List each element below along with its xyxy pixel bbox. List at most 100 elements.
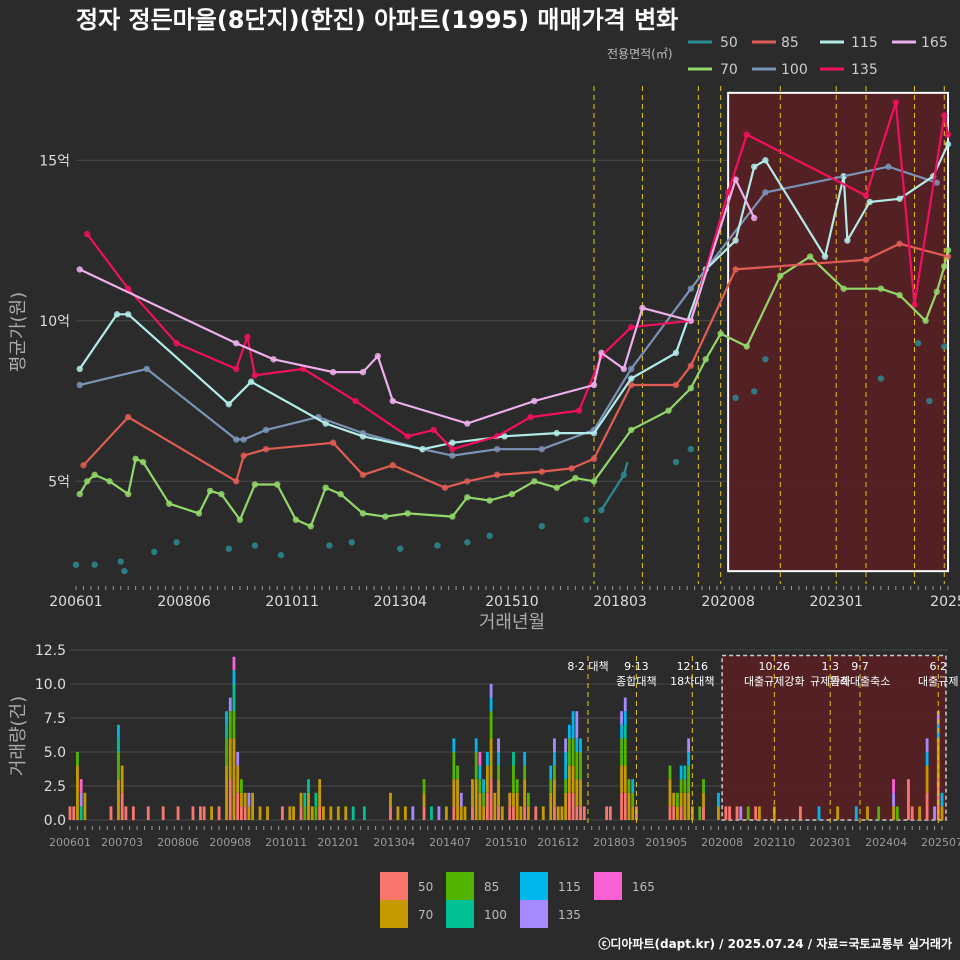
price-line-70: [78, 249, 950, 528]
volume-bar-115: [474, 738, 478, 752]
legend-box-label-100: 100: [484, 908, 507, 922]
volume-bar-70: [892, 806, 895, 820]
volume-bar-70: [236, 765, 240, 793]
price-point-50: [251, 542, 259, 549]
volume-bar-70: [489, 738, 493, 780]
volume-bar-135: [739, 806, 743, 820]
volume-bar-70: [329, 806, 333, 820]
price-panel: 5억 10억 15억 200601 200806 201011 201304 201510 20…: [39, 86, 960, 610]
volume-bar-85: [456, 765, 459, 780]
volume-bar-115: [567, 724, 571, 739]
volume-y-tick-label: 2.5: [44, 779, 66, 795]
volume-bar-70: [117, 779, 120, 820]
volume-x-tick-label: 201011: [265, 836, 307, 849]
volume-bar-70: [541, 806, 545, 820]
volume-bar-135: [489, 684, 493, 698]
price-point-50: [326, 542, 333, 549]
volume-bar-115: [225, 711, 228, 725]
volume-x-tick-label: 201407: [429, 836, 471, 849]
volume-bar-100: [307, 779, 310, 793]
volume-bar-70: [672, 792, 676, 807]
legend-label-115: 115: [851, 35, 878, 51]
volume-bar-85: [76, 752, 79, 766]
volume-y-axis-title: 거래량(건): [8, 696, 29, 776]
volume-bar-50: [508, 806, 512, 820]
price-point-50: [751, 388, 758, 395]
volume-bar-135: [892, 792, 895, 807]
volume-bar-50: [579, 806, 582, 820]
volume-bar-70: [471, 779, 474, 807]
price-y-axis-title: 평균가(원): [8, 292, 29, 372]
price-y-tick-label: 5억: [48, 474, 70, 490]
volume-bar-165: [478, 752, 482, 766]
volume-bar-70: [836, 806, 840, 820]
volume-bar-50: [243, 806, 247, 820]
volume-bar-70: [512, 792, 515, 807]
legend-label-70: 70: [720, 62, 738, 78]
volume-bar-100: [79, 806, 83, 820]
volume-bar-50: [236, 792, 240, 820]
price-point-50: [762, 356, 769, 363]
volume-x-tick-label: 200806: [157, 836, 199, 849]
volume-bar-50: [202, 806, 206, 820]
volume-bar-50: [485, 792, 489, 820]
volume-bar-50: [318, 806, 322, 820]
volume-bar-70: [456, 779, 459, 820]
volume-bar-135: [623, 697, 627, 712]
volume-bar-50: [623, 792, 627, 820]
volume-bar-85: [240, 779, 243, 793]
price-point-50: [877, 375, 885, 382]
volume-bar-85: [228, 711, 232, 739]
volume-bar-50: [176, 806, 180, 820]
price-x-tick-label: 200601: [49, 594, 102, 610]
legend-box-165: [594, 872, 622, 900]
volume-bar-50: [798, 806, 802, 820]
volume-bar-115: [549, 765, 553, 780]
volume-bar-50: [422, 806, 426, 820]
volume-bar-135: [497, 738, 500, 752]
volume-bar-85: [512, 765, 515, 793]
volume-bar-50: [161, 806, 165, 820]
volume-bar-50: [567, 792, 571, 820]
volume-event-label: 규제완화: [810, 675, 850, 688]
legend-box-85: [446, 872, 474, 900]
volume-bar-135: [925, 738, 929, 752]
volume-event-label: 특례대출축소: [830, 675, 891, 688]
volume-bar-50: [199, 806, 202, 820]
volume-bar-100: [117, 738, 120, 752]
legend-box-label-70: 70: [418, 908, 433, 922]
volume-bar-50: [68, 806, 72, 820]
volume-bar-50: [131, 806, 135, 820]
volume-bar-70: [940, 806, 944, 820]
volume-x-tick-label: 202507: [921, 836, 960, 849]
volume-bar-135: [687, 738, 691, 752]
volume-bar-50: [925, 792, 929, 820]
volume-bar-115: [620, 724, 623, 739]
volume-bar-50: [299, 806, 303, 820]
volume-bar-70: [627, 792, 631, 820]
volume-bar-115: [523, 752, 527, 766]
volume-x-tick-label: 200601: [49, 836, 91, 849]
volume-event-label: 9·13: [624, 660, 649, 673]
volume-bar-50: [735, 806, 739, 820]
volume-bar-70: [120, 765, 124, 793]
volume-bar-100: [225, 724, 228, 739]
volume-bar-70: [266, 806, 269, 820]
price-line-115: [78, 143, 949, 451]
volume-bar-100: [362, 806, 366, 820]
volume-bar-135: [933, 806, 936, 820]
volume-bar-85: [567, 738, 571, 766]
volume-bar-50: [523, 806, 527, 820]
volume-bar-85: [225, 738, 228, 766]
price-y-tick-label: 10억: [39, 314, 70, 330]
volume-bar-135: [437, 806, 441, 820]
volume-bar-70: [228, 738, 232, 780]
volume-y-tick-label: 7.5: [44, 711, 66, 727]
volume-bar-100: [512, 752, 515, 766]
volume-bar-50: [228, 779, 232, 820]
volume-bar-70: [210, 806, 214, 820]
volume-bar-85: [553, 765, 556, 780]
volume-legend: 50 70 85 100 115 135 165: [380, 872, 655, 928]
volume-bar-165: [79, 779, 83, 793]
volume-bar-85: [452, 752, 456, 780]
